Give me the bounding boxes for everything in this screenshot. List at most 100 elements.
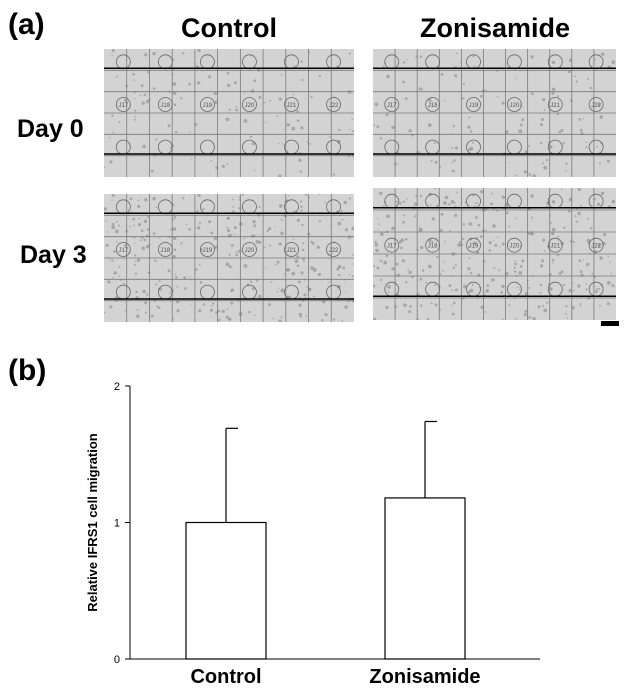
cell-speck [457, 243, 461, 247]
cell-speck [258, 240, 262, 244]
cell-speck [227, 216, 231, 220]
cell-speck [407, 268, 409, 271]
cell-speck [155, 206, 158, 209]
micrograph-grid: J17 J18 J19 J20 J21 J22 [373, 49, 616, 177]
cell-speck [545, 159, 549, 162]
grid-marker-circle [326, 242, 341, 257]
cell-speck [560, 270, 564, 274]
cell-speck [532, 174, 536, 177]
cell-speck [301, 223, 304, 227]
cell-speck [514, 260, 516, 262]
cell-speck [129, 197, 133, 201]
cell-speck [226, 72, 230, 75]
cell-speck [133, 79, 135, 81]
row-title-day3: Day 3 [20, 241, 87, 269]
scale-bar [601, 321, 619, 326]
grid-marker-circle [384, 281, 400, 297]
cell-speck [109, 160, 113, 164]
cell-speck [599, 162, 601, 165]
cell-speck [300, 60, 303, 63]
cell-speck [228, 253, 231, 256]
cell-speck [280, 73, 283, 76]
cell-speck [301, 78, 304, 82]
cell-speck [373, 265, 376, 268]
grid-marker-circle [425, 97, 441, 112]
cell-speck [111, 199, 113, 201]
cell-speck [317, 272, 321, 277]
cell-speck [172, 227, 177, 231]
cell-speck [598, 287, 601, 290]
cell-speck [296, 119, 300, 123]
grid-marker-label: J22 [329, 248, 339, 254]
cell-speck [571, 306, 575, 310]
grid-marker-circle [284, 199, 299, 215]
cell-speck [577, 211, 581, 216]
cell-speck [182, 52, 185, 55]
cell-speck [243, 119, 248, 123]
grid-marker-circle [200, 97, 215, 112]
cell-speck [549, 145, 553, 149]
cell-speck [462, 237, 465, 241]
cell-speck [156, 305, 159, 308]
grid-marker-circle [466, 97, 481, 112]
grid-marker-circle [200, 139, 215, 155]
cell-speck [145, 99, 150, 104]
cell-speck [235, 108, 239, 112]
cell-speck [579, 270, 583, 274]
grid-marker-circle [588, 54, 604, 70]
cell-speck [310, 266, 314, 270]
cell-speck [123, 282, 125, 285]
cell-speck [189, 131, 191, 133]
grid-marker-circle [547, 97, 563, 112]
cell-speck [568, 289, 572, 293]
cell-speck [251, 234, 255, 238]
cell-speck [585, 262, 590, 267]
grid-marker-circle [284, 242, 299, 257]
cell-speck [518, 271, 523, 275]
cell-speck [194, 268, 198, 271]
cell-speck [116, 241, 118, 243]
cell-speck [155, 138, 158, 141]
cell-speck [276, 261, 280, 264]
cell-speck [515, 217, 517, 219]
cell-speck [591, 272, 594, 275]
panel-b-label: (b) [8, 354, 47, 387]
cell-speck [194, 123, 198, 126]
cell-speck [221, 309, 225, 313]
cell-speck [300, 271, 304, 275]
cell-speck [310, 95, 313, 98]
cell-speck [253, 234, 256, 237]
cell-speck [255, 240, 260, 244]
cell-speck [549, 287, 553, 291]
cell-speck [419, 194, 423, 198]
cell-speck [291, 126, 296, 131]
grid-marker-label: J17 [387, 244, 397, 250]
cell-speck [515, 77, 517, 80]
cell-speck [254, 314, 256, 316]
cell-speck [300, 126, 304, 130]
cell-speck [341, 320, 343, 322]
cell-speck [479, 94, 483, 98]
grid-marker-label: J18 [428, 244, 438, 250]
cell-speck [274, 226, 276, 228]
cell-speck [572, 240, 575, 243]
cell-speck [318, 194, 321, 196]
cell-speck [418, 229, 422, 233]
cell-speck [597, 202, 601, 206]
grid-marker-circle [506, 193, 522, 209]
grid-marker-label: J22 [591, 103, 601, 109]
cell-speck [468, 222, 472, 226]
cell-speck [296, 110, 300, 114]
cell-speck [485, 229, 487, 232]
cell-speck [472, 55, 475, 58]
cell-speck [475, 201, 478, 205]
cell-speck [508, 162, 510, 164]
cell-speck [152, 232, 156, 235]
cell-speck [469, 288, 474, 293]
cell-speck [217, 318, 221, 322]
cell-speck [456, 191, 458, 194]
cell-speck [387, 285, 391, 289]
cell-speck [118, 275, 121, 277]
cell-speck [337, 284, 341, 289]
grid-marker-label: J17 [118, 248, 128, 254]
